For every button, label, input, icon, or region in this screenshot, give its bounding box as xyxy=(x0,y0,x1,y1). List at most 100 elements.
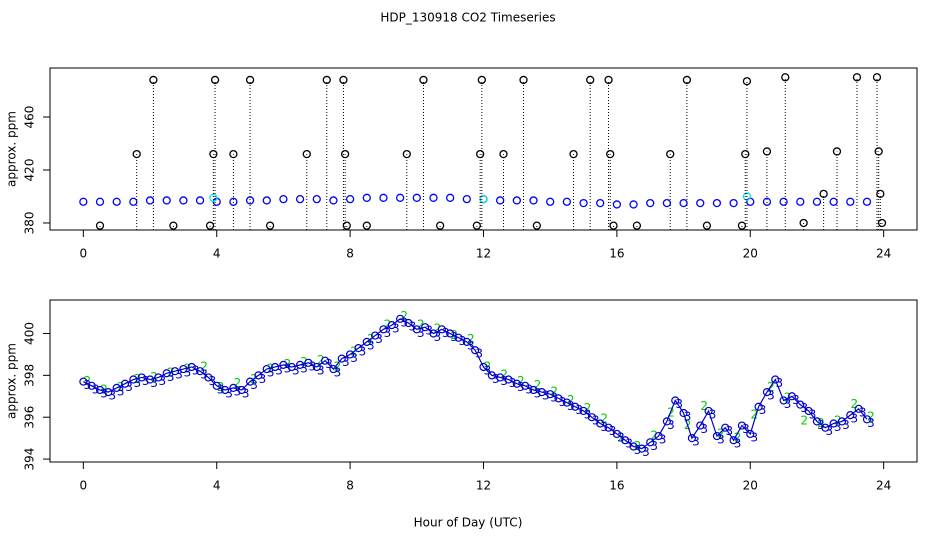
point-symbol: 3 xyxy=(717,433,725,447)
point xyxy=(662,417,672,426)
y-axis-label: approx. ppm xyxy=(5,343,19,419)
point-symbol: 3 xyxy=(409,320,417,334)
point-symbol: 2 xyxy=(534,378,542,392)
point xyxy=(796,400,805,409)
point xyxy=(546,390,555,399)
point xyxy=(471,346,480,355)
point-symbol: 3 xyxy=(509,376,517,390)
y-tick-label: 420 xyxy=(23,159,37,182)
plot-frame xyxy=(49,67,918,231)
point xyxy=(395,193,405,202)
point-symbol: 3 xyxy=(642,445,650,459)
point xyxy=(679,408,688,418)
point xyxy=(120,379,130,388)
point-symbol: 3 xyxy=(442,326,450,340)
point xyxy=(877,218,887,228)
point xyxy=(137,373,146,382)
y-axis-label: approx. ppm xyxy=(5,111,19,187)
point xyxy=(829,197,838,206)
chart-title: HDP_130918 CO2 Timeseries xyxy=(380,11,555,25)
point xyxy=(496,196,505,205)
point-symbol: 3 xyxy=(375,332,383,346)
point xyxy=(671,396,680,405)
point-symbol: 2 xyxy=(650,428,658,442)
point-symbol: 3 xyxy=(459,334,467,348)
point xyxy=(412,325,421,334)
y-tick-label: 380 xyxy=(23,212,37,235)
point xyxy=(679,198,688,208)
x-tick-label: 0 xyxy=(80,247,88,261)
point xyxy=(329,196,338,205)
y-tick-label: 398 xyxy=(23,364,37,387)
point xyxy=(454,333,463,342)
point-symbol: 2 xyxy=(700,399,708,413)
point xyxy=(579,406,588,416)
point xyxy=(609,221,618,230)
point-symbol: 3 xyxy=(259,372,267,386)
point-symbol: 3 xyxy=(542,389,550,403)
point xyxy=(872,73,882,82)
point xyxy=(629,442,638,451)
point-symbol: 2 xyxy=(517,374,525,388)
point xyxy=(362,337,371,346)
point-symbol: 3 xyxy=(684,410,692,424)
point-symbol: 3 xyxy=(350,351,358,365)
x-tick-label: 12 xyxy=(476,247,491,261)
point xyxy=(145,196,155,205)
point xyxy=(396,314,405,323)
point xyxy=(402,149,411,159)
point-symbol: 3 xyxy=(692,435,700,449)
point xyxy=(687,434,697,443)
point-symbol: 3 xyxy=(334,366,342,380)
point xyxy=(204,373,213,382)
point xyxy=(546,197,555,206)
point xyxy=(304,358,313,367)
point-symbol: 3 xyxy=(492,372,500,386)
point xyxy=(321,356,330,365)
point xyxy=(712,431,722,441)
point xyxy=(195,196,205,205)
point-symbol: 2 xyxy=(600,412,608,426)
point xyxy=(212,381,221,390)
point-symbol: 2 xyxy=(434,322,442,336)
point xyxy=(804,406,813,416)
point xyxy=(220,385,230,395)
point-symbol: 2 xyxy=(800,414,808,428)
point-symbol: 3 xyxy=(700,422,708,436)
point xyxy=(209,149,218,159)
point-symbol: 3 xyxy=(317,363,325,377)
point xyxy=(771,375,780,384)
point xyxy=(262,364,271,374)
point xyxy=(696,198,705,208)
point xyxy=(596,198,605,208)
point xyxy=(571,402,580,411)
point-symbol: 3 xyxy=(300,361,308,375)
point xyxy=(729,198,738,208)
point xyxy=(229,149,238,159)
x-tick-label: 4 xyxy=(213,247,221,261)
point xyxy=(387,321,396,330)
point-symbol: 2 xyxy=(417,317,425,331)
point-symbol: 2 xyxy=(200,359,208,373)
point xyxy=(170,367,180,376)
point xyxy=(837,417,847,426)
point xyxy=(287,362,296,372)
point-symbol: 3 xyxy=(575,403,583,417)
point-symbol: 3 xyxy=(517,380,525,394)
point-symbol: 3 xyxy=(867,416,875,430)
point-symbol: 3 xyxy=(434,330,442,344)
point xyxy=(412,193,421,202)
point-symbol: 3 xyxy=(167,370,175,384)
point-symbol: 3 xyxy=(709,407,717,421)
point xyxy=(129,197,138,206)
point-symbol: 3 xyxy=(342,355,350,369)
point xyxy=(195,367,205,376)
point xyxy=(437,325,446,334)
y-tick-label: 460 xyxy=(23,106,37,129)
point-symbol: 3 xyxy=(217,382,225,396)
point xyxy=(337,354,346,363)
point-symbol: 3 xyxy=(92,382,100,396)
point-symbol: 3 xyxy=(767,389,775,403)
point xyxy=(295,194,305,204)
point xyxy=(529,385,538,395)
